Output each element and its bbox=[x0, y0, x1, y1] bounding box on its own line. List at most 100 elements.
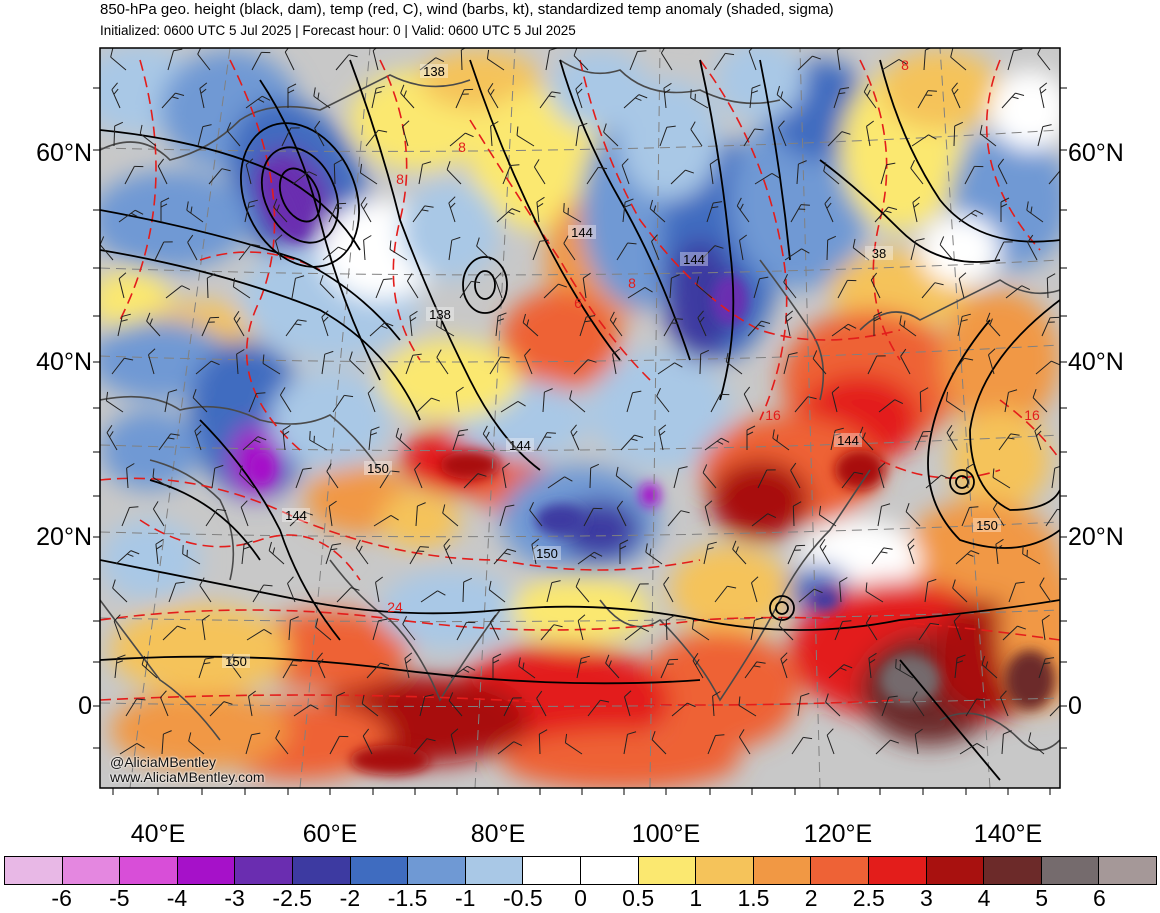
height-contour bbox=[819, 159, 1001, 263]
wind-barb bbox=[651, 731, 667, 755]
wind-barb bbox=[871, 547, 893, 565]
coastline bbox=[100, 395, 381, 471]
graticule-line bbox=[100, 344, 1060, 363]
wind-barb bbox=[660, 658, 679, 679]
graticule-line bbox=[939, 48, 991, 788]
wind-barb bbox=[205, 508, 227, 527]
temperature-contour bbox=[879, 459, 1001, 479]
coastline bbox=[100, 599, 221, 741]
wind-barb bbox=[670, 169, 694, 185]
anomaly-blob bbox=[640, 630, 800, 750]
anomaly-core bbox=[440, 451, 500, 479]
wind-barb bbox=[419, 57, 445, 71]
wind-barb bbox=[790, 462, 801, 489]
legend-label: -2 bbox=[339, 885, 361, 911]
wind-barb bbox=[690, 89, 709, 109]
legend-swatch bbox=[62, 857, 121, 884]
wind-barb bbox=[275, 234, 283, 261]
wind-barb bbox=[582, 272, 591, 299]
wind-barb bbox=[1032, 389, 1048, 413]
color-legend bbox=[4, 856, 1157, 885]
wind-barb bbox=[881, 695, 898, 717]
height-contour-label: 144 bbox=[571, 225, 593, 240]
height-contour-label: 150 bbox=[367, 461, 389, 476]
wind-barb bbox=[649, 199, 666, 223]
wind-barb bbox=[275, 729, 289, 755]
lon-label-80e: 80°E bbox=[470, 820, 526, 848]
wind-barb bbox=[335, 691, 346, 717]
wind-barb bbox=[645, 543, 663, 565]
wind-barb bbox=[754, 172, 780, 185]
wind-barb bbox=[736, 197, 750, 223]
wind-barb bbox=[939, 236, 954, 261]
wind-barb bbox=[586, 166, 608, 185]
wind-barb bbox=[612, 348, 621, 375]
wind-barb bbox=[241, 540, 253, 565]
legend-label: 2.5 bbox=[852, 885, 885, 911]
wind-barb bbox=[201, 316, 220, 337]
temperature-contour bbox=[985, 59, 1041, 251]
wind-barb bbox=[712, 691, 721, 717]
wind-barb bbox=[547, 476, 573, 489]
wind-barb bbox=[778, 617, 794, 641]
wind-barb bbox=[252, 584, 273, 603]
wind-barb bbox=[492, 653, 502, 678]
height-contour bbox=[927, 319, 1060, 549]
wind-barb bbox=[692, 652, 704, 679]
anomaly-blob bbox=[550, 50, 650, 130]
wind-barb bbox=[757, 469, 776, 489]
wind-barb bbox=[739, 234, 748, 261]
wind-barb bbox=[158, 433, 180, 451]
wind-barb bbox=[914, 430, 933, 451]
anomaly-core bbox=[250, 452, 274, 484]
wind-barb bbox=[251, 51, 271, 71]
map-title: 850-hPa geo. height (black, dam), temp (… bbox=[100, 1, 834, 18]
wind-barb bbox=[375, 278, 393, 299]
wind-barb bbox=[124, 165, 144, 185]
wind-barb bbox=[837, 279, 857, 299]
coastline bbox=[559, 59, 781, 105]
wind-barb bbox=[1001, 92, 1025, 109]
height-contour-label: 150 bbox=[976, 518, 998, 533]
axis-ticks bbox=[93, 87, 1067, 795]
temperature-contour bbox=[699, 59, 788, 421]
wind-barb bbox=[197, 124, 212, 147]
temperature-contour bbox=[579, 59, 901, 341]
height-label-bg bbox=[680, 252, 708, 266]
wind-barb bbox=[825, 693, 841, 717]
wind-barb bbox=[395, 427, 412, 451]
wind-barb bbox=[333, 159, 343, 185]
wind-barb bbox=[415, 502, 426, 527]
height-contour-closed bbox=[240, 122, 360, 268]
wind-barb bbox=[831, 386, 840, 413]
wind-barb bbox=[292, 171, 318, 185]
wind-barb bbox=[669, 274, 680, 299]
wind-barb bbox=[1005, 285, 1031, 299]
anomaly-blob bbox=[500, 730, 740, 788]
wind-barb bbox=[489, 356, 510, 375]
credit-website: www.AliciaMBentley.com bbox=[110, 769, 265, 785]
anomaly-core bbox=[712, 275, 748, 325]
graticule-line bbox=[100, 259, 1060, 276]
wind-barb bbox=[488, 580, 506, 603]
wind-barb bbox=[111, 82, 121, 109]
wind-barb bbox=[152, 501, 165, 527]
wind-barb bbox=[992, 468, 1011, 489]
wind-barb bbox=[621, 158, 630, 185]
height-label-bg bbox=[420, 64, 448, 78]
wind-barb bbox=[1049, 701, 1060, 717]
wind-barb bbox=[522, 313, 539, 337]
wind-barb bbox=[1000, 690, 1009, 717]
wind-barb bbox=[321, 350, 334, 375]
wind-barb bbox=[783, 352, 798, 375]
wind-barb bbox=[148, 348, 156, 375]
anomaly-blob bbox=[270, 370, 390, 470]
wind-barb bbox=[624, 627, 650, 641]
height-contour-closed bbox=[474, 270, 496, 300]
wind-barb bbox=[245, 732, 261, 755]
wind-barb bbox=[118, 272, 127, 299]
anomaly-blob bbox=[400, 180, 500, 280]
legend-swatch bbox=[1099, 857, 1156, 884]
wind-barb bbox=[362, 728, 373, 755]
wind-barb bbox=[1002, 625, 1026, 641]
